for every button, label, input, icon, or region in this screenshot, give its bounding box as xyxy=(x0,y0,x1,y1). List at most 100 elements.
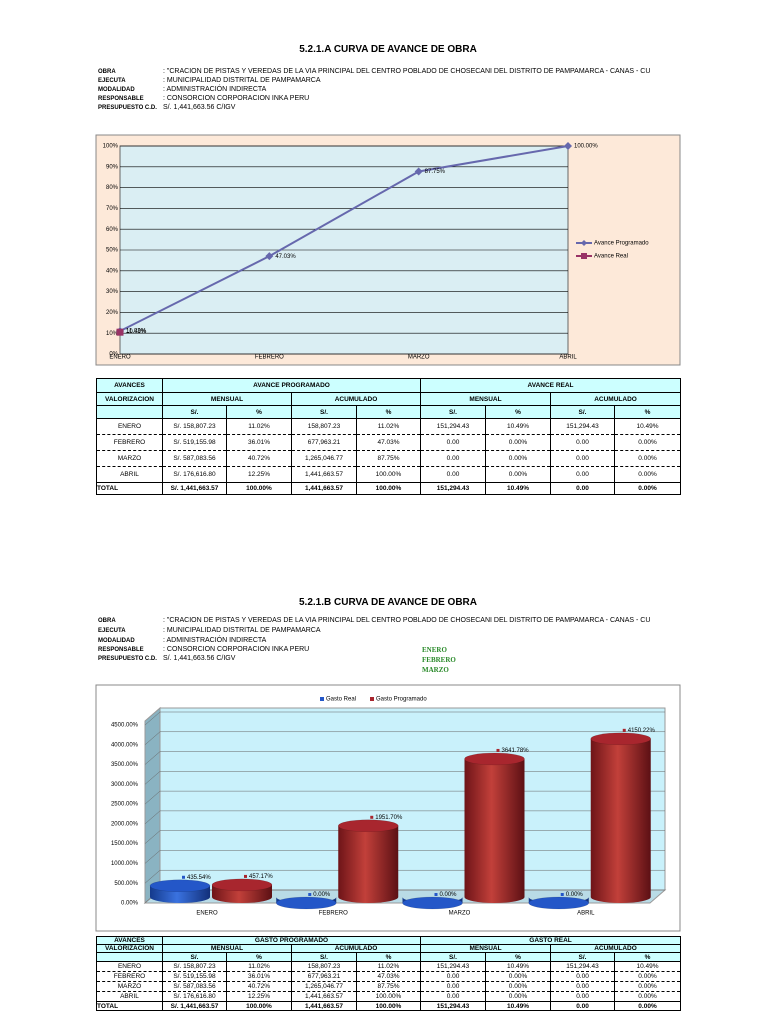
table-row: S/.% S/.% S/.% S/.% xyxy=(96,952,682,962)
table-cell: 10.49% xyxy=(485,418,551,435)
table-cell: FEBRERO xyxy=(96,434,163,451)
month-note: MARZO xyxy=(422,666,449,674)
table-cell: 0.00% xyxy=(613,450,682,467)
table-cell: MARZO xyxy=(96,981,163,992)
legend-marker xyxy=(581,253,587,259)
table-cell: 0.00% xyxy=(485,450,551,467)
table-cell: ABRIL xyxy=(96,466,163,483)
table-row: ABRIL S/. 176,616.80 12.25% 1,441,663.57 100… xyxy=(96,991,682,1002)
table-cell: FEBRERO xyxy=(96,971,163,982)
info-value: : "CRACION DE PISTAS Y VEREDAS DE LA VIA… xyxy=(163,68,651,75)
table-cell: 1,441,663.57 xyxy=(291,482,357,495)
table-cell: % xyxy=(614,952,682,962)
bar-top xyxy=(464,752,525,766)
data-label: 10.49% xyxy=(126,329,147,335)
y-tick-label: 3000.00% xyxy=(111,782,139,788)
table-cell: 0.00% xyxy=(614,981,682,992)
bar xyxy=(402,896,463,910)
section-title: 5.2.1.A CURVA DE AVANCE DE OBRA xyxy=(299,44,477,55)
table-cell: 677,963.21 xyxy=(291,434,357,451)
table-cell: 0.00 xyxy=(550,981,616,992)
info-label: RESPONSABLE xyxy=(98,96,144,102)
bar-top xyxy=(338,819,399,833)
table-cell: 0.00 xyxy=(550,1001,616,1011)
table-cell: ENERO xyxy=(96,418,163,435)
series-line xyxy=(119,145,569,332)
table-cell: 151,294.43 xyxy=(420,418,486,435)
table-cell: AVANCE PROGRAMADO xyxy=(162,378,421,393)
y-tick-label: 60% xyxy=(106,227,119,233)
info-value: S/. 1,441,663.56 C/IGV xyxy=(163,104,236,111)
info-label: OBRA xyxy=(98,618,116,624)
table-row: FEBRERO S/. 519,155.98 36.01% 677,963.21 47.… xyxy=(96,434,682,451)
info-label: MODALIDAD xyxy=(98,87,135,93)
info-label: PRESUPUESTO C.D. xyxy=(98,105,157,111)
y-tick-label: 1500.00% xyxy=(111,841,139,847)
table-cell: 0.00 xyxy=(550,466,615,483)
x-tick-label: MARZO xyxy=(449,911,471,917)
table-cell: VALORIZACION xyxy=(96,944,163,953)
info-value: : CONSORCION CORPORACION INKA PERU xyxy=(163,95,310,102)
table-cell: GASTO PROGRAMADO xyxy=(161,936,422,945)
table-cell: S/. 587,083.56 xyxy=(162,981,227,992)
info-value: S/. 1,441,663.56 C/IGV xyxy=(163,655,236,662)
y-tick-label: 10% xyxy=(106,331,119,337)
table-cell: 677,963.21 xyxy=(291,971,357,982)
table-cell: 36.01% xyxy=(226,971,292,982)
bar xyxy=(276,896,337,910)
y-tick-label: 30% xyxy=(106,289,119,295)
table-cell: 0.00% xyxy=(485,434,551,451)
table-row: MARZO S/. 587,083.56 40.72% 1,265,046.77 87.… xyxy=(96,981,682,992)
table-cell: 0.00% xyxy=(485,971,552,982)
table-cell: 36.01% xyxy=(226,434,292,451)
bar-body xyxy=(590,738,651,903)
data-label: 435.54% xyxy=(187,875,211,881)
y-tick-label: 1000.00% xyxy=(111,861,139,867)
y-tick-label: 500.00% xyxy=(114,881,138,887)
table-cell: 0.00 xyxy=(420,450,486,467)
table-cell: 47.03% xyxy=(356,434,421,451)
data-label: 457.17% xyxy=(249,874,273,880)
table-cell: 100.00% xyxy=(355,1001,422,1011)
bar-top xyxy=(276,896,337,910)
table-cell: S/. 1,441,663.57 xyxy=(162,482,227,495)
table-cell: VALORIZACION xyxy=(96,392,163,406)
legend-label: Avance Programado xyxy=(594,241,649,247)
table-cell: % xyxy=(485,405,551,419)
table-cell: S/. xyxy=(291,952,357,962)
bar-top xyxy=(402,896,463,910)
bar xyxy=(590,732,651,903)
label-key xyxy=(244,874,247,878)
table-cell: 151,294.43 xyxy=(420,961,487,972)
table-cell: 0.00 xyxy=(420,981,487,992)
chart-b-back-wall xyxy=(159,707,666,891)
table-cell: S/. xyxy=(420,952,487,962)
table-cell: 11.02% xyxy=(355,961,422,972)
y-tick-label: 3500.00% xyxy=(111,762,139,768)
data-label: 0.00% xyxy=(566,892,584,898)
y-tick-label: 2500.00% xyxy=(111,802,139,808)
table-cell: ACUMULADO xyxy=(549,392,682,406)
bar-top xyxy=(590,732,651,746)
y-tick-label: 4500.00% xyxy=(111,723,139,729)
info-value: : ADMINISTRACIÓN INDIRECTA xyxy=(163,637,267,644)
table-cell: 0.00% xyxy=(613,482,682,495)
table-cell: S/. xyxy=(162,952,227,962)
point-marker xyxy=(414,167,423,176)
table-cell: S/. 158,807.23 xyxy=(162,418,227,435)
table-cell: 0.00 xyxy=(420,434,486,451)
table-cell: 87.75% xyxy=(356,450,421,467)
legend-marker xyxy=(581,240,587,246)
table-row: S/.% S/.% S/.% S/.% xyxy=(96,405,682,419)
table-cell: 10.49% xyxy=(485,961,552,972)
month-note: FEBRERO xyxy=(422,656,456,664)
x-tick-label: FEBRERO xyxy=(255,355,284,361)
x-tick-label: FEBRERO xyxy=(319,911,348,917)
point-marker xyxy=(265,252,274,261)
grid-line xyxy=(144,711,665,726)
table-row: VALORIZACION MENSUAL ACUMULADO MENSUAL ACUMU… xyxy=(96,392,682,406)
info-label: EJECUTA xyxy=(98,78,126,84)
info-value: : CONSORCION CORPORACION INKA PERU xyxy=(163,646,310,653)
bar xyxy=(149,879,211,903)
